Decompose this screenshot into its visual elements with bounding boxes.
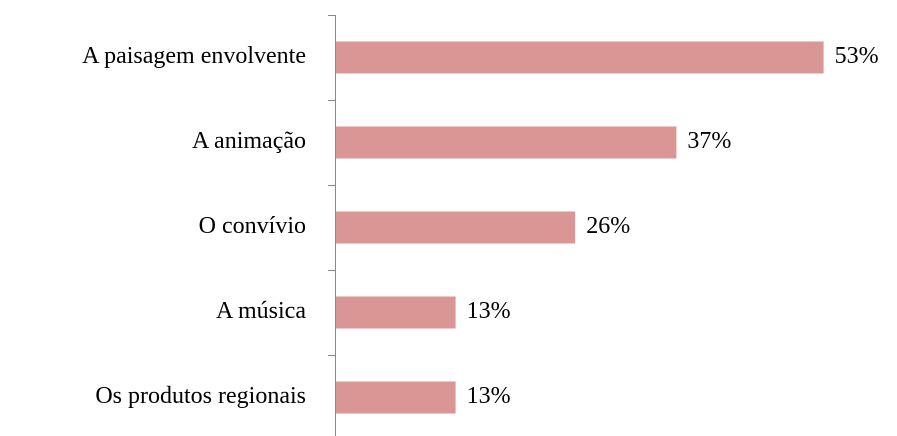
category-label: A música <box>216 298 306 324</box>
value-label: 13% <box>467 298 511 324</box>
category-label: A animação <box>192 128 306 154</box>
bar <box>336 41 824 74</box>
bar <box>336 296 456 329</box>
value-label: 37% <box>687 128 731 154</box>
bar <box>336 211 576 244</box>
bar <box>336 381 456 414</box>
category-label: O convívio <box>199 213 306 239</box>
category-label: Os produtos regionais <box>95 383 306 409</box>
value-label: 53% <box>835 43 879 69</box>
value-label: 13% <box>467 383 511 409</box>
category-label: A paisagem envolvente <box>82 43 306 69</box>
value-label: 26% <box>586 213 630 239</box>
bar <box>336 126 677 159</box>
